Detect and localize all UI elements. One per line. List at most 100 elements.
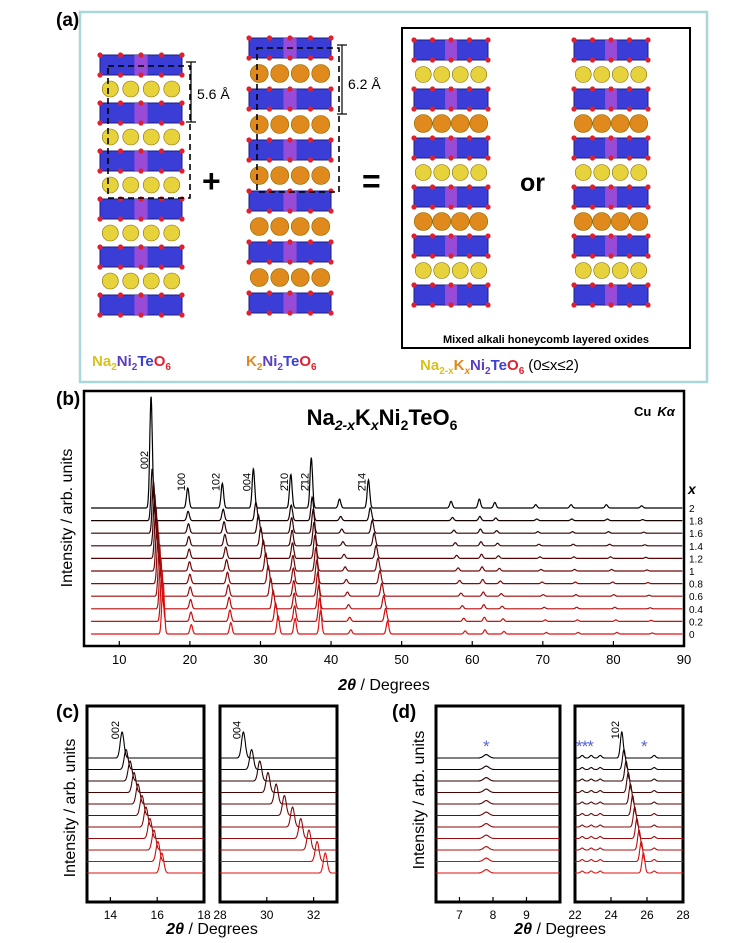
oxygen-atom	[287, 290, 293, 296]
oxygen-atom	[448, 302, 454, 308]
na-atom	[470, 66, 488, 83]
oxygen-atom	[328, 35, 334, 41]
oxygen-atom	[97, 216, 103, 222]
na-atom	[611, 164, 629, 181]
oxygen-atom	[589, 282, 596, 288]
oxygen-atom	[287, 86, 293, 92]
oxygen-atom	[307, 310, 314, 316]
na-atom	[101, 272, 119, 290]
oxygen-atom	[645, 86, 651, 92]
x-tick-label: 16	[151, 908, 165, 922]
oxygen-atom	[246, 137, 252, 143]
oxygen-atom	[307, 35, 314, 41]
oxygen-atom	[626, 233, 633, 239]
panel-d-right-plot: 22 24 26 28 102	[568, 721, 690, 922]
k-atom	[610, 114, 630, 133]
oxygen-atom	[571, 302, 577, 308]
te-octahedron	[283, 89, 297, 109]
oxygen-atom	[626, 282, 633, 288]
oxygen-atom	[429, 253, 436, 259]
or-text: or	[520, 169, 545, 197]
oxygen-atom	[287, 188, 293, 194]
oxygen-atom	[97, 244, 103, 250]
oxygen-atom	[485, 86, 491, 92]
oxygen-atom	[97, 148, 103, 154]
oxygen-atom	[266, 106, 273, 112]
oxygen-atom	[608, 37, 614, 43]
xrd-curve	[436, 846, 560, 851]
oxygen-atom	[158, 120, 165, 126]
oxygen-atom	[589, 253, 596, 259]
na-atom	[630, 164, 648, 181]
formula-na2ni2teo6: Na2Ni2TeO6	[92, 353, 171, 373]
xrd-curve	[220, 772, 337, 794]
oxygen-atom	[645, 57, 651, 63]
x-tick-label: 60	[465, 652, 479, 667]
xrd-curve	[87, 852, 204, 874]
oxygen-atom	[466, 184, 473, 190]
oxygen-atom	[117, 216, 124, 222]
xrd-curve	[575, 782, 683, 805]
oxygen-atom	[328, 55, 334, 61]
oxygen-atom	[448, 253, 454, 259]
xrd-curve	[436, 811, 560, 817]
x-composition-symbol: x	[687, 481, 697, 497]
na-spacing-marker	[186, 61, 196, 123]
oxygen-atom	[138, 196, 144, 202]
oxygen-atom	[307, 137, 314, 143]
peak-label: 2̄14	[356, 473, 368, 491]
xrd-curve	[91, 481, 683, 534]
oxygen-atom	[571, 57, 577, 63]
oxygen-atom	[429, 57, 436, 63]
k-atom	[432, 114, 452, 133]
oxygen-atom	[158, 72, 165, 78]
na-atom	[593, 164, 611, 181]
oxygen-atom	[117, 120, 124, 126]
k-atom	[311, 115, 331, 134]
oxygen-atom	[158, 216, 165, 222]
oxygen-atom	[158, 264, 165, 270]
panel-b-y-axis-label: Intensity / arb. units	[59, 449, 76, 588]
oxygen-atom	[485, 233, 491, 239]
k-atom	[290, 166, 310, 185]
na-atom	[101, 224, 119, 242]
k-atom	[290, 268, 310, 287]
panel-d-left-plot: 7 8 9	[436, 754, 560, 922]
oxygen-atom	[485, 282, 491, 288]
oxygen-atom	[287, 239, 293, 245]
te-octahedron	[283, 293, 297, 313]
oxygen-atom	[608, 184, 614, 190]
oxygen-atom	[287, 259, 293, 265]
xrd-curve	[436, 777, 560, 782]
oxygen-atom	[246, 35, 252, 41]
oxygen-atom	[117, 72, 124, 78]
panel-d-label: (d)	[392, 702, 416, 723]
oxygen-atom	[411, 86, 417, 92]
k-atom	[629, 114, 649, 133]
xrd-curve	[87, 749, 204, 771]
x-tick-label: 20	[183, 652, 197, 667]
formula-k2ni2teo6: K2Ni2TeO6	[246, 353, 317, 373]
peak-label: 002	[139, 451, 151, 469]
panel-d: (d) Intensity / arb. units 2θ / Degrees …	[392, 702, 690, 938]
x-tick-label: 8	[490, 908, 497, 922]
oxygen-atom	[645, 37, 651, 43]
oxygen-atom	[429, 233, 436, 239]
k-atom	[311, 217, 331, 236]
oxygen-atom	[266, 239, 273, 245]
k-atom	[469, 114, 489, 133]
oxygen-atom	[485, 106, 491, 112]
xrd-curve	[220, 829, 337, 851]
oxygen-atom	[307, 259, 314, 265]
composition-label: 1.6	[689, 529, 703, 540]
na-atom	[451, 164, 469, 181]
k-atom	[270, 115, 290, 134]
xrd-curve	[87, 841, 204, 863]
xrd-curve	[91, 581, 683, 635]
xrd-curve	[220, 852, 337, 874]
peak-label: 102	[210, 473, 222, 491]
na-atom	[630, 262, 648, 279]
oxygen-atom	[589, 204, 596, 210]
k-atom	[573, 212, 593, 231]
mixed-caption: Mixed alkali honeycomb layered oxides	[443, 334, 649, 346]
